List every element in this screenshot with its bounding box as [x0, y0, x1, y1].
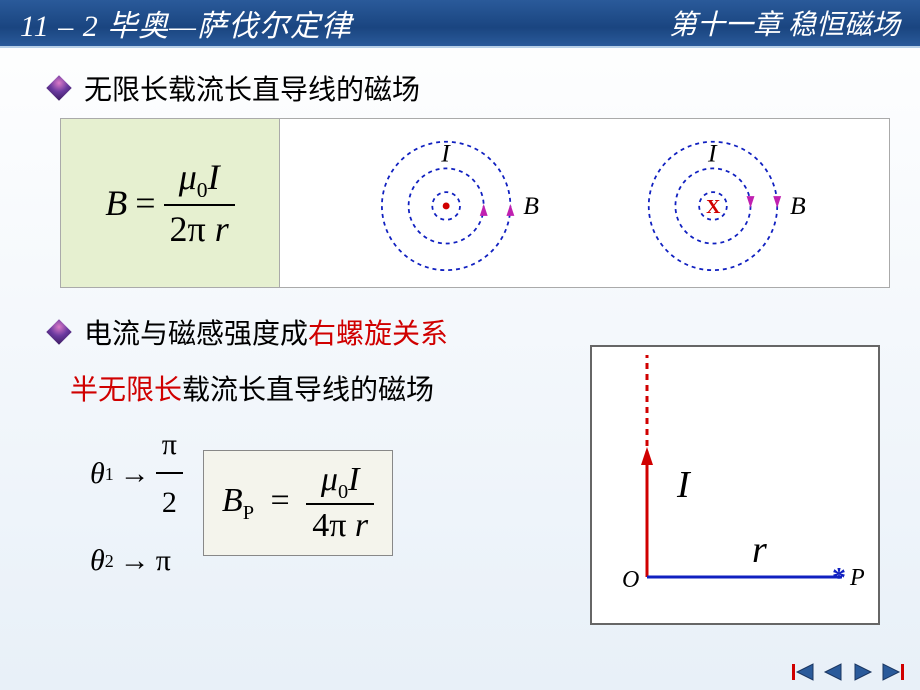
Bp-eq: =	[271, 482, 290, 519]
I: I	[208, 157, 220, 197]
theta2-sub: 2	[105, 545, 114, 577]
pi: π	[188, 209, 206, 249]
Bp-r: r	[355, 507, 368, 544]
theta1: θ	[90, 447, 105, 501]
label-I-left: I	[440, 138, 451, 167]
nav-prev-button[interactable]	[821, 662, 845, 682]
header-chapter-title: 第十一章 稳恒磁场	[669, 3, 900, 43]
semi-pre: 半无限长	[70, 375, 182, 406]
bullet-infinite-wire-text: 无限长载流长直导线的磁场	[84, 68, 420, 108]
slide-header: 11 – 2 毕奥—萨伐尔定律 第十一章 稳恒磁场	[0, 0, 920, 48]
label-B-left: B	[523, 191, 539, 220]
diamond-icon	[46, 75, 71, 100]
Bp-musub: 0	[338, 480, 348, 502]
label-P: P	[849, 565, 865, 591]
theta-limits: θ1 → π 2 θ2 → π	[90, 418, 183, 588]
arrow1: →	[120, 447, 150, 501]
two-den: 2	[156, 474, 183, 530]
Bp-4: 4	[312, 507, 329, 544]
Bp-I: I	[348, 461, 359, 498]
theta2: θ	[90, 534, 105, 588]
diamond-icon	[46, 319, 71, 344]
slide-nav	[791, 662, 905, 682]
svg-text:X: X	[706, 196, 721, 218]
two: 2	[170, 209, 188, 249]
semi-infinite-wire-diagram: * O P I r	[590, 345, 880, 625]
Bp-sub: P	[243, 502, 254, 524]
formula-fraction: μ0I 2π r	[164, 156, 235, 249]
rh-pre: 电流与磁感强度成	[84, 312, 308, 352]
pi-num: π	[156, 418, 183, 474]
label-O: O	[622, 567, 639, 593]
rh-red: 右螺旋关系	[308, 312, 448, 352]
row-formula-and-circles: B = μ0I 2π r	[60, 118, 890, 288]
Bp-pi: π	[329, 507, 346, 544]
mu: μ	[179, 157, 197, 197]
Bp-B: B	[222, 482, 243, 519]
label-r-wire: r	[752, 529, 767, 571]
formula-Bp: BP = μ0I 4π r	[203, 450, 393, 557]
semi-post: 载流长直导线的磁场	[182, 375, 434, 406]
Bp-mu: μ	[321, 461, 338, 498]
formula-infinite-B: B = μ0I 2π r	[60, 118, 280, 288]
svg-text:*: *	[832, 563, 846, 594]
mu-sub: 0	[197, 179, 208, 203]
pi2: π	[156, 534, 171, 588]
formula-eq: =	[135, 182, 155, 224]
concentric-circles-diagram: I B X I B	[280, 118, 890, 288]
theta1-sub: 1	[105, 458, 114, 490]
arrow2: →	[120, 534, 150, 588]
label-I-wire: I	[676, 464, 692, 506]
bullet-infinite-wire: 无限长载流长直导线的磁场	[50, 68, 890, 108]
header-section-title: 11 – 2 毕奥—萨伐尔定律	[20, 1, 352, 45]
nav-last-button[interactable]	[881, 662, 905, 682]
r: r	[215, 209, 229, 249]
nav-first-button[interactable]	[791, 662, 815, 682]
label-B-right: B	[790, 191, 806, 220]
formula-lhs: B	[105, 182, 127, 224]
label-I-right: I	[707, 138, 718, 167]
nav-next-button[interactable]	[851, 662, 875, 682]
